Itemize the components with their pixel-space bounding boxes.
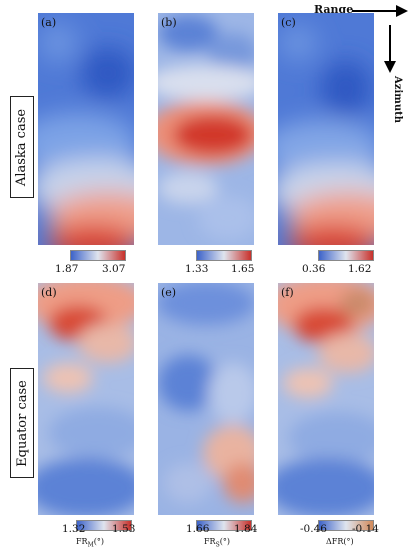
colorbar-e [196, 520, 252, 531]
panel-e-map: (e) [158, 283, 254, 515]
colorbar-d-title: FRM(°) [76, 537, 104, 549]
panel-d-map: (d) [38, 283, 134, 515]
colorbar-c [318, 250, 374, 261]
range-arrow-icon [352, 5, 408, 17]
panel-c-map: (c) [278, 13, 374, 245]
colorbar-a-min: 1.87 [55, 263, 79, 275]
equator-case-label: Equator case [10, 368, 34, 478]
colorbar-f [318, 520, 374, 531]
colorbar-c-min: 0.36 [302, 263, 326, 275]
panel-f-label: (f) [281, 286, 294, 299]
colorbar-f-max: -0.14 [352, 523, 379, 535]
colorbar-a [70, 250, 126, 261]
panel-b-label: (b) [161, 16, 177, 29]
range-label: Range [314, 3, 354, 16]
colorbar-d-max: 1.53 [112, 523, 136, 535]
colorbar-c-max: 1.62 [348, 263, 372, 275]
colorbar-b-max: 1.65 [231, 263, 255, 275]
panel-a-map: (a) [38, 13, 134, 245]
azimuth-arrow-icon [384, 25, 396, 73]
alaska-case-label: Alaska case [10, 96, 34, 198]
panel-b-map: (b) [158, 13, 254, 245]
colorbar-e-title: FRS(°) [204, 537, 230, 549]
panel-f-map: (f) [278, 283, 374, 515]
azimuth-label: Azimuth [392, 76, 403, 123]
colorbar-a-max: 3.07 [102, 263, 126, 275]
panel-e-label: (e) [161, 286, 177, 299]
colorbar-d [76, 520, 132, 531]
panel-d-label: (d) [41, 286, 57, 299]
colorbar-e-max: 1.84 [234, 523, 258, 535]
panel-c-label: (c) [281, 16, 296, 29]
colorbar-b-min: 1.33 [185, 263, 209, 275]
colorbar-f-min: -0.46 [300, 523, 327, 535]
colorbar-d-min: 1.32 [62, 523, 86, 535]
colorbar-f-title: ΔFR(°) [326, 537, 354, 546]
colorbar-b [196, 250, 252, 261]
panel-a-label: (a) [41, 16, 57, 29]
colorbar-e-min: 1.66 [186, 523, 210, 535]
